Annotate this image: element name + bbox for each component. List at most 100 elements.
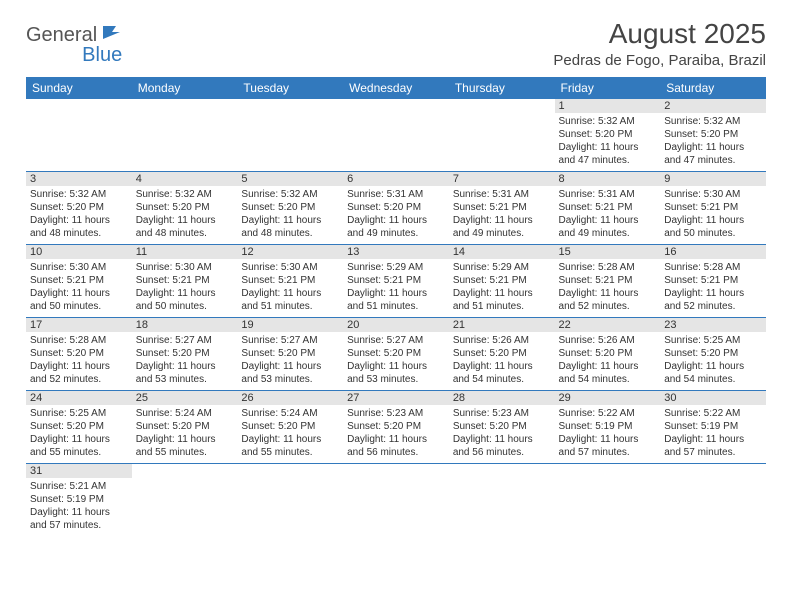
empty-cell — [555, 464, 661, 537]
empty-cell — [449, 99, 555, 172]
empty-cell — [237, 464, 343, 537]
day-number: 12 — [237, 245, 343, 259]
day-content: Sunrise: 5:31 AMSunset: 5:21 PMDaylight:… — [449, 186, 555, 244]
day-content: Sunrise: 5:30 AMSunset: 5:21 PMDaylight:… — [237, 259, 343, 317]
empty-cell — [26, 99, 132, 172]
calendar-week-row: 3Sunrise: 5:32 AMSunset: 5:20 PMDaylight… — [26, 172, 766, 245]
day-number: 3 — [26, 172, 132, 186]
day-cell: 9Sunrise: 5:30 AMSunset: 5:21 PMDaylight… — [660, 172, 766, 245]
day-number: 31 — [26, 464, 132, 478]
weekday-header: Sunday — [26, 77, 132, 99]
day-cell: 30Sunrise: 5:22 AMSunset: 5:19 PMDayligh… — [660, 391, 766, 464]
calendar-week-row: 17Sunrise: 5:28 AMSunset: 5:20 PMDayligh… — [26, 318, 766, 391]
empty-cell — [449, 464, 555, 537]
day-content: Sunrise: 5:30 AMSunset: 5:21 PMDaylight:… — [132, 259, 238, 317]
day-content: Sunrise: 5:22 AMSunset: 5:19 PMDaylight:… — [555, 405, 661, 463]
location-text: Pedras de Fogo, Paraiba, Brazil — [553, 52, 766, 69]
empty-cell — [660, 464, 766, 537]
day-number: 7 — [449, 172, 555, 186]
day-cell: 8Sunrise: 5:31 AMSunset: 5:21 PMDaylight… — [555, 172, 661, 245]
day-content: Sunrise: 5:28 AMSunset: 5:21 PMDaylight:… — [660, 259, 766, 317]
day-content: Sunrise: 5:27 AMSunset: 5:20 PMDaylight:… — [343, 332, 449, 390]
weekday-header: Tuesday — [237, 77, 343, 99]
day-number: 15 — [555, 245, 661, 259]
day-content: Sunrise: 5:29 AMSunset: 5:21 PMDaylight:… — [343, 259, 449, 317]
day-number: 28 — [449, 391, 555, 405]
day-cell: 10Sunrise: 5:30 AMSunset: 5:21 PMDayligh… — [26, 245, 132, 318]
day-number: 22 — [555, 318, 661, 332]
day-cell: 21Sunrise: 5:26 AMSunset: 5:20 PMDayligh… — [449, 318, 555, 391]
day-cell: 22Sunrise: 5:26 AMSunset: 5:20 PMDayligh… — [555, 318, 661, 391]
day-number: 6 — [343, 172, 449, 186]
day-number: 2 — [660, 99, 766, 113]
day-content: Sunrise: 5:23 AMSunset: 5:20 PMDaylight:… — [343, 405, 449, 463]
day-cell: 24Sunrise: 5:25 AMSunset: 5:20 PMDayligh… — [26, 391, 132, 464]
day-number: 14 — [449, 245, 555, 259]
weekday-header: Saturday — [660, 77, 766, 99]
day-number: 16 — [660, 245, 766, 259]
day-cell: 18Sunrise: 5:27 AMSunset: 5:20 PMDayligh… — [132, 318, 238, 391]
day-content: Sunrise: 5:24 AMSunset: 5:20 PMDaylight:… — [237, 405, 343, 463]
day-content: Sunrise: 5:29 AMSunset: 5:21 PMDaylight:… — [449, 259, 555, 317]
day-content: Sunrise: 5:31 AMSunset: 5:20 PMDaylight:… — [343, 186, 449, 244]
day-cell: 14Sunrise: 5:29 AMSunset: 5:21 PMDayligh… — [449, 245, 555, 318]
day-content: Sunrise: 5:31 AMSunset: 5:21 PMDaylight:… — [555, 186, 661, 244]
day-number: 4 — [132, 172, 238, 186]
calendar-body: 1Sunrise: 5:32 AMSunset: 5:20 PMDaylight… — [26, 99, 766, 536]
brand-logo-line2: General Blue — [27, 38, 122, 67]
calendar-table: Sunday Monday Tuesday Wednesday Thursday… — [26, 77, 766, 536]
empty-cell — [343, 464, 449, 537]
day-cell: 1Sunrise: 5:32 AMSunset: 5:20 PMDaylight… — [555, 99, 661, 172]
day-cell: 28Sunrise: 5:23 AMSunset: 5:20 PMDayligh… — [449, 391, 555, 464]
empty-cell — [132, 464, 238, 537]
calendar-page: General General Blue August 2025 Pedras … — [0, 0, 792, 536]
day-cell: 4Sunrise: 5:32 AMSunset: 5:20 PMDaylight… — [132, 172, 238, 245]
month-title: August 2025 — [553, 18, 766, 50]
calendar-week-row: 10Sunrise: 5:30 AMSunset: 5:21 PMDayligh… — [26, 245, 766, 318]
calendar-week-row: 31Sunrise: 5:21 AMSunset: 5:19 PMDayligh… — [26, 464, 766, 537]
day-content: Sunrise: 5:28 AMSunset: 5:20 PMDaylight:… — [26, 332, 132, 390]
day-number: 11 — [132, 245, 238, 259]
day-number: 26 — [237, 391, 343, 405]
day-content: Sunrise: 5:27 AMSunset: 5:20 PMDaylight:… — [237, 332, 343, 390]
day-cell: 7Sunrise: 5:31 AMSunset: 5:21 PMDaylight… — [449, 172, 555, 245]
day-cell: 23Sunrise: 5:25 AMSunset: 5:20 PMDayligh… — [660, 318, 766, 391]
day-number: 23 — [660, 318, 766, 332]
day-cell: 31Sunrise: 5:21 AMSunset: 5:19 PMDayligh… — [26, 464, 132, 537]
day-cell: 5Sunrise: 5:32 AMSunset: 5:20 PMDaylight… — [237, 172, 343, 245]
weekday-header-row: Sunday Monday Tuesday Wednesday Thursday… — [26, 77, 766, 99]
day-content: Sunrise: 5:22 AMSunset: 5:19 PMDaylight:… — [660, 405, 766, 463]
weekday-header: Thursday — [449, 77, 555, 99]
day-cell: 13Sunrise: 5:29 AMSunset: 5:21 PMDayligh… — [343, 245, 449, 318]
day-content: Sunrise: 5:25 AMSunset: 5:20 PMDaylight:… — [660, 332, 766, 390]
day-cell: 19Sunrise: 5:27 AMSunset: 5:20 PMDayligh… — [237, 318, 343, 391]
weekday-header: Wednesday — [343, 77, 449, 99]
day-cell: 17Sunrise: 5:28 AMSunset: 5:20 PMDayligh… — [26, 318, 132, 391]
day-cell: 25Sunrise: 5:24 AMSunset: 5:20 PMDayligh… — [132, 391, 238, 464]
day-content: Sunrise: 5:32 AMSunset: 5:20 PMDaylight:… — [237, 186, 343, 244]
calendar-week-row: 1Sunrise: 5:32 AMSunset: 5:20 PMDaylight… — [26, 99, 766, 172]
day-cell: 20Sunrise: 5:27 AMSunset: 5:20 PMDayligh… — [343, 318, 449, 391]
weekday-header: Monday — [132, 77, 238, 99]
day-content: Sunrise: 5:32 AMSunset: 5:20 PMDaylight:… — [26, 186, 132, 244]
day-cell: 12Sunrise: 5:30 AMSunset: 5:21 PMDayligh… — [237, 245, 343, 318]
day-content: Sunrise: 5:32 AMSunset: 5:20 PMDaylight:… — [132, 186, 238, 244]
day-number: 24 — [26, 391, 132, 405]
day-cell: 16Sunrise: 5:28 AMSunset: 5:21 PMDayligh… — [660, 245, 766, 318]
empty-cell — [237, 99, 343, 172]
day-content: Sunrise: 5:24 AMSunset: 5:20 PMDaylight:… — [132, 405, 238, 463]
day-number: 25 — [132, 391, 238, 405]
day-cell: 29Sunrise: 5:22 AMSunset: 5:19 PMDayligh… — [555, 391, 661, 464]
day-content: Sunrise: 5:32 AMSunset: 5:20 PMDaylight:… — [555, 113, 661, 171]
day-number: 9 — [660, 172, 766, 186]
day-number: 30 — [660, 391, 766, 405]
day-content: Sunrise: 5:21 AMSunset: 5:19 PMDaylight:… — [26, 478, 132, 536]
day-number: 8 — [555, 172, 661, 186]
day-cell: 26Sunrise: 5:24 AMSunset: 5:20 PMDayligh… — [237, 391, 343, 464]
day-number: 20 — [343, 318, 449, 332]
day-content: Sunrise: 5:30 AMSunset: 5:21 PMDaylight:… — [660, 186, 766, 244]
day-content: Sunrise: 5:26 AMSunset: 5:20 PMDaylight:… — [555, 332, 661, 390]
day-number: 17 — [26, 318, 132, 332]
day-number: 29 — [555, 391, 661, 405]
brand-text-2: Blue — [82, 44, 122, 67]
